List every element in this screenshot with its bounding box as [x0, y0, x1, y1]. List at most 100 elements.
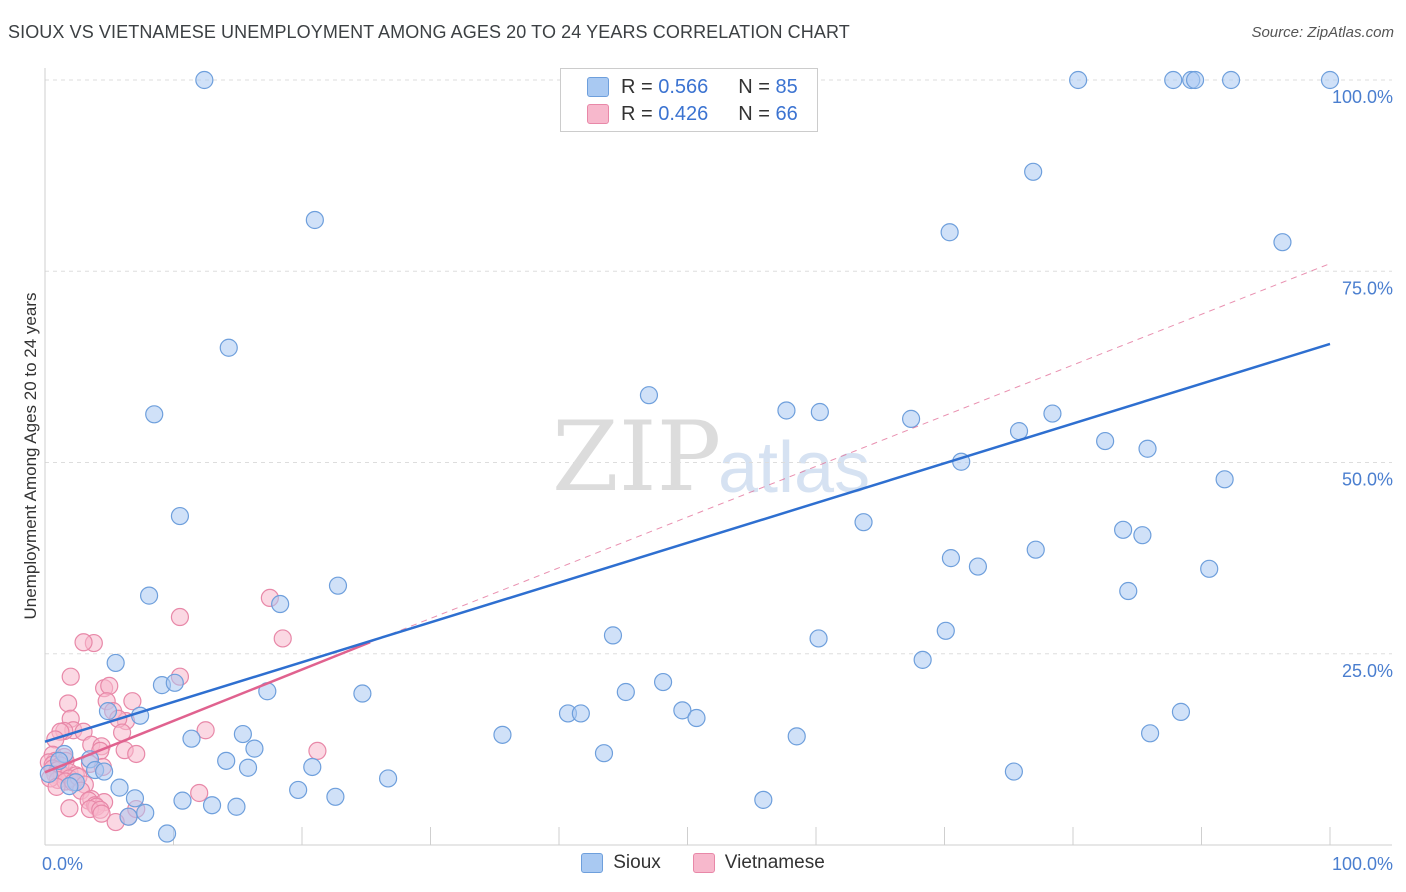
- y-tick-labels: 100.0% 75.0% 50.0% 25.0%: [1332, 87, 1393, 681]
- sioux-point: [303, 757, 322, 777]
- x-tick-label: 100.0%: [1332, 854, 1393, 874]
- sioux-swatch: [587, 77, 609, 97]
- vietnamese-point: [92, 804, 111, 823]
- vietnamese-point: [60, 799, 79, 818]
- sioux-point: [1171, 702, 1191, 721]
- sioux-n-value: 85: [775, 75, 798, 98]
- x-tick-label: 0.0%: [42, 854, 83, 874]
- sioux-point: [106, 653, 125, 673]
- sioux-point: [493, 725, 512, 744]
- sioux-point: [1026, 540, 1045, 559]
- sioux-trend-line: [44, 342, 1331, 743]
- x-tick-labels: 0.0% 100.0%: [42, 854, 1393, 874]
- sioux-point: [217, 751, 236, 770]
- vietnamese-point: [123, 692, 142, 711]
- sioux-point: [1119, 581, 1138, 601]
- vietnamese-swatch: [587, 104, 609, 124]
- sioux-legend-swatch: [581, 853, 604, 873]
- trend-lines: [44, 263, 1331, 774]
- sioux-point: [125, 789, 145, 808]
- vietnamese-point: [61, 667, 80, 686]
- sioux-point: [165, 673, 184, 692]
- sioux-point: [1185, 70, 1205, 90]
- sioux-point: [136, 803, 155, 822]
- sioux-point: [809, 629, 828, 648]
- legend-item-vietnamese[interactable]: Vietnamese: [692, 852, 825, 874]
- legend-row-sioux: R = 0.566 N = 85: [587, 75, 798, 99]
- sioux-point: [157, 824, 177, 843]
- sioux-point: [754, 790, 773, 809]
- sioux-point: [941, 549, 961, 568]
- sioux-point: [95, 762, 114, 781]
- y-tick-label: 75.0%: [1342, 278, 1393, 298]
- sioux-point: [854, 513, 873, 532]
- sioux-point: [227, 797, 246, 816]
- sioux-point: [594, 744, 614, 763]
- vietnamese-trend-extension: [369, 263, 1331, 643]
- sioux-point: [673, 701, 692, 720]
- vietnamese-point: [100, 676, 119, 695]
- vietnamese-point: [74, 633, 93, 652]
- sioux-point: [119, 807, 138, 826]
- sioux-point: [901, 409, 921, 428]
- sioux-point: [1320, 70, 1340, 90]
- vietnamese-point: [190, 783, 209, 803]
- sioux-point: [173, 791, 192, 810]
- sioux-point: [353, 684, 372, 703]
- y-tick-label: 50.0%: [1342, 470, 1393, 490]
- sioux-point: [271, 594, 290, 614]
- vietnamese-point: [170, 607, 190, 627]
- sioux-point: [940, 223, 959, 242]
- sioux-point: [687, 708, 706, 728]
- sioux-point: [245, 739, 264, 758]
- sioux-legend-label: Sioux: [613, 852, 661, 873]
- vietnamese-legend-swatch: [692, 853, 715, 873]
- sioux-point: [1164, 70, 1183, 90]
- sioux-point: [616, 682, 635, 702]
- gridlines: [45, 79, 1392, 655]
- vietnamese-point: [273, 629, 292, 648]
- watermark: ZIP atlas: [552, 401, 870, 513]
- sioux-point: [233, 724, 252, 744]
- watermark-zip: ZIP: [552, 401, 721, 513]
- sioux-point: [182, 729, 201, 748]
- legend-n-label: N =: [738, 75, 770, 98]
- sioux-point: [1024, 162, 1043, 181]
- sioux-point: [1138, 439, 1157, 458]
- sioux-point: [326, 787, 345, 806]
- axes: [44, 68, 1392, 846]
- legend-item-sioux[interactable]: Sioux: [581, 852, 661, 874]
- sioux-point: [1221, 70, 1241, 90]
- sioux-r-value: 0.566: [658, 75, 709, 98]
- series-legend: Sioux Vietnamese: [0, 852, 1406, 874]
- sioux-point: [170, 506, 190, 526]
- y-axis-label: Unemployment Among Ages 20 to 24 years: [21, 293, 40, 620]
- sioux-point: [571, 704, 590, 723]
- vietnamese-point: [59, 694, 78, 713]
- sioux-point: [936, 621, 955, 640]
- y-tick-label: 100.0%: [1332, 87, 1393, 107]
- sioux-point: [378, 769, 398, 788]
- sioux-point: [98, 702, 118, 721]
- vietnamese-legend-label: Vietnamese: [724, 852, 825, 873]
- sioux-point: [305, 210, 324, 230]
- sioux-point: [1215, 470, 1234, 489]
- sioux-point: [1273, 233, 1292, 252]
- sioux-point: [139, 586, 159, 605]
- vietnamese-point: [308, 741, 327, 761]
- sioux-point: [1133, 526, 1152, 545]
- sioux-point: [1114, 520, 1133, 539]
- vietnamese-point: [196, 721, 215, 740]
- sioux-point: [110, 778, 129, 797]
- vietnamese-n-value: 66: [775, 102, 798, 125]
- sioux-point: [1004, 762, 1023, 781]
- legend-row-vietnamese: R = 0.426 N = 66: [587, 102, 798, 126]
- chart-title: SIOUX VS VIETNAMESE UNEMPLOYMENT AMONG A…: [8, 22, 850, 42]
- sioux-point: [787, 727, 806, 746]
- source-label: Source: ZipAtlas.com: [1251, 24, 1394, 41]
- sioux-point: [238, 758, 258, 777]
- vietnamese-point: [127, 744, 146, 764]
- sioux-point: [1043, 404, 1062, 423]
- sioux-point: [1069, 70, 1088, 90]
- legend-r-label: R =: [621, 102, 653, 125]
